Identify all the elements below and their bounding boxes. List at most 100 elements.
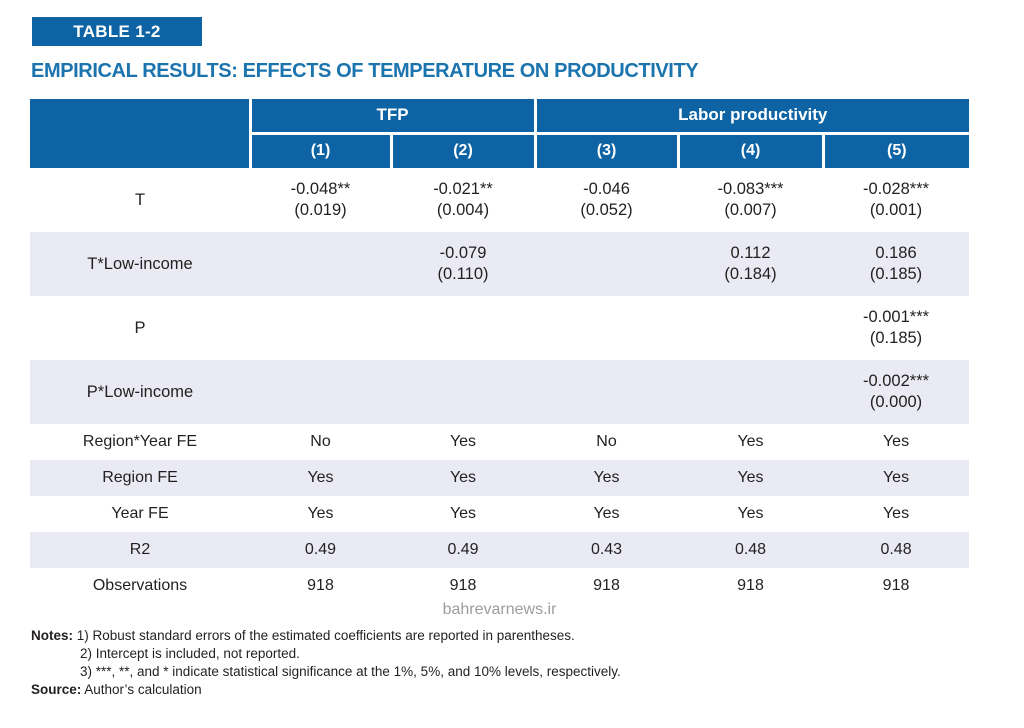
estimate: -0.083*** (717, 180, 784, 198)
table-cell: -0.079 (0.110) (391, 232, 536, 296)
column-header-4: (4) (676, 131, 824, 168)
table-cell: 918 (449, 577, 477, 594)
table-row-year-fe: Year FE Yes Yes Yes Yes Yes (30, 496, 969, 532)
row-label: R2 (30, 532, 250, 568)
column-header-5: (5) (821, 131, 970, 168)
source-line: Source: Author’s calculation (31, 681, 621, 699)
std-error: (0.110) (437, 265, 489, 283)
row-label: T (134, 190, 146, 209)
column-header-3: (3) (533, 131, 679, 168)
table-cell: -0.048** (0.019) (250, 168, 391, 232)
table-cell (250, 296, 391, 360)
std-error: (0.000) (869, 393, 923, 411)
table-cell: 918 (737, 577, 764, 594)
estimate: -0.021** (433, 180, 493, 198)
row-label: T*Low-income (30, 232, 250, 296)
table-cell: -0.002*** (0.000) (823, 360, 970, 424)
note-item-1: 1) Robust standard errors of the estimat… (76, 628, 575, 643)
table-cell: Yes (593, 505, 620, 522)
note-item-2: 2) Intercept is included, not reported. (80, 646, 300, 661)
table-cell (391, 296, 535, 360)
source-label: Source: (31, 682, 82, 697)
table-row-region-year-fe: Region*Year FE No Yes No Yes Yes (30, 424, 969, 460)
row-label: Region FE (30, 460, 250, 496)
table-number-banner: TABLE 1-2 (32, 17, 202, 46)
row-label: Observations (92, 577, 188, 594)
table-cell: No (310, 433, 331, 450)
table-row-t-low-income: T*Low-income -0.079 (0.110) 0.112 (0.184) … (30, 232, 970, 296)
table-cell: 0.186 (0.185) (823, 232, 970, 296)
group-header-tfp: TFP (250, 99, 536, 133)
table-cell: Yes (678, 460, 824, 496)
table-cell: 0.112 (0.184) (678, 232, 824, 296)
row-label: Region*Year FE (82, 433, 198, 450)
source-text: Author’s calculation (84, 682, 202, 697)
table-cell: 0.49 (391, 532, 536, 568)
table-cell (678, 360, 824, 424)
std-error: (0.052) (580, 201, 633, 219)
estimate: 0.186 (875, 244, 917, 262)
table-cell: Yes (535, 460, 679, 496)
table-body: T -0.048** (0.019) -0.021** (0.004) -0.046… (30, 168, 970, 604)
table-row-p-low-income: P*Low-income -0.002*** (0.000) (30, 360, 970, 424)
table-cell: -0.046 (0.052) (535, 168, 678, 232)
table-cell (535, 296, 678, 360)
table-cell: Yes (882, 505, 910, 522)
table-cell: 0.43 (535, 532, 679, 568)
notes-section: Notes: 1) Robust standard errors of the … (31, 627, 621, 699)
table-cell (535, 232, 679, 296)
table-cell: Yes (449, 433, 477, 450)
estimate: -0.048** (290, 180, 351, 198)
table-cell: 918 (882, 577, 910, 594)
note-line-1: Notes: 1) Robust standard errors of the … (31, 627, 621, 645)
estimate: -0.028*** (863, 180, 930, 198)
table-cell: Yes (250, 460, 391, 496)
table-cell: Yes (449, 505, 477, 522)
table-cell: Yes (307, 505, 334, 522)
watermark-text: bahrevarnews.ir (442, 601, 557, 618)
table-header: TFP Labor productivity (1) (2) (3) (4) (… (30, 99, 970, 168)
group-header-row: TFP Labor productivity (30, 99, 970, 168)
estimate: -0.002*** (863, 372, 930, 390)
table-cell (535, 360, 679, 424)
table-row-region-fe: Region FE Yes Yes Yes Yes Yes (30, 460, 970, 496)
table-cell (678, 296, 823, 360)
estimate: -0.079 (439, 244, 487, 262)
column-header-2: (2) (389, 131, 536, 168)
table-row-r2: R2 0.49 0.49 0.43 0.48 0.48 (30, 532, 970, 568)
row-label: Year FE (111, 505, 169, 522)
row-label: P (134, 318, 146, 337)
estimate: 0.112 (730, 244, 771, 262)
table-row-t: T -0.048** (0.019) -0.021** (0.004) -0.046… (30, 168, 969, 232)
corner-cell (30, 99, 252, 168)
table-cell: -0.083*** (0.007) (678, 168, 823, 232)
table-cell: -0.001*** (0.185) (823, 296, 969, 360)
table-cell (250, 360, 391, 424)
table-cell: -0.028*** (0.001) (823, 168, 969, 232)
table-cell: Yes (823, 460, 970, 496)
table-number-label: TABLE 1-2 (73, 21, 161, 41)
results-table-container: TFP Labor productivity (1) (2) (3) (4) (… (30, 99, 970, 604)
row-label: P*Low-income (30, 360, 250, 424)
table-cell: Yes (882, 433, 910, 450)
results-table: TFP Labor productivity (1) (2) (3) (4) (… (30, 99, 970, 604)
column-header-1: (1) (250, 131, 391, 168)
std-error: (0.185) (869, 265, 923, 283)
table-cell: -0.021** (0.004) (391, 168, 535, 232)
page-title: EMPIRICAL RESULTS: EFFECTS OF TEMPERATUR… (31, 60, 699, 82)
table-row-observations: Observations 918 918 918 918 918 (30, 568, 969, 604)
table-cell (250, 232, 391, 296)
table-cell: Yes (737, 433, 764, 450)
note-item-3: 3) ***, **, and * indicate statistical s… (80, 664, 621, 679)
std-error: (0.019) (294, 201, 347, 219)
table-cell: Yes (737, 505, 764, 522)
std-error: (0.185) (869, 329, 923, 347)
std-error: (0.004) (436, 201, 490, 219)
table-cell: Yes (391, 460, 536, 496)
std-error: (0.007) (724, 201, 777, 219)
notes-label: Notes: (31, 628, 74, 643)
table-cell: 918 (307, 577, 334, 594)
table-cell (391, 360, 536, 424)
table-cell: 0.48 (678, 532, 824, 568)
table-cell: 0.48 (823, 532, 970, 568)
